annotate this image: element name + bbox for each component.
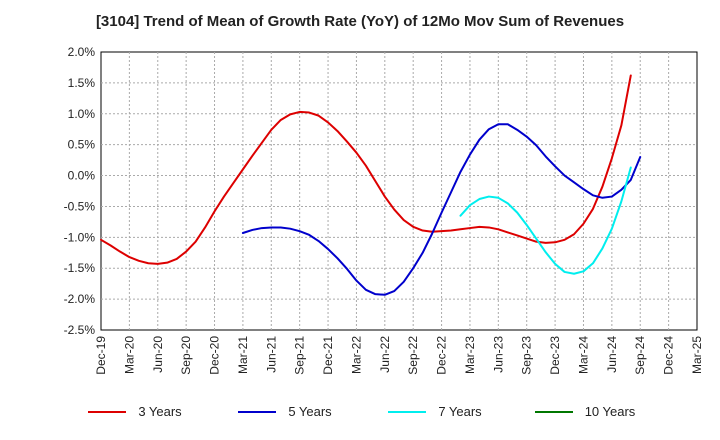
legend: 3 Years 5 Years 7 Years 10 Years bbox=[0, 404, 720, 419]
horizontal-gridlines bbox=[101, 82, 697, 300]
series-line-3-years bbox=[100, 74, 632, 265]
legend-item-3-years: 3 Years bbox=[60, 404, 210, 419]
x-tick-label: Sep-24 bbox=[633, 336, 647, 375]
legend-swatch bbox=[238, 410, 277, 413]
legend-swatch bbox=[534, 410, 573, 413]
legend-label: 5 Years bbox=[288, 404, 332, 419]
x-tick-label: Dec-21 bbox=[321, 336, 335, 375]
legend-item-10-years: 10 Years bbox=[510, 404, 660, 419]
x-tick-label: Sep-20 bbox=[179, 336, 193, 375]
y-tick-label: -2.5% bbox=[64, 323, 96, 337]
x-axis-ticks: Dec-19 Mar-20 Jun-20 Sep-20 Dec-20 Mar-21 Jun-… bbox=[94, 336, 704, 375]
series-line-7-years bbox=[459, 166, 632, 275]
y-tick-label: 1.0% bbox=[68, 107, 96, 121]
y-tick-label: 0.0% bbox=[68, 169, 96, 183]
legend-item-5-years: 5 Years bbox=[210, 404, 360, 419]
y-axis-ticks: 2.0% 1.5% 1.0% 0.5% 0.0% -0.5% -1.0% -1.5% -2.0%… bbox=[64, 45, 96, 337]
x-tick-label: Mar-20 bbox=[122, 336, 136, 374]
plot-area bbox=[100, 51, 698, 331]
x-tick-label: Sep-22 bbox=[406, 336, 420, 375]
y-tick-label: 2.0% bbox=[68, 45, 96, 59]
series-lines bbox=[100, 74, 642, 296]
series-line-5-years bbox=[241, 123, 642, 296]
x-tick-label: Jun-22 bbox=[378, 336, 392, 373]
x-tick-label: Dec-22 bbox=[435, 336, 449, 375]
x-tick-label: Sep-23 bbox=[520, 336, 534, 375]
x-tick-label: Mar-22 bbox=[349, 336, 363, 374]
y-tick-label: -1.0% bbox=[64, 230, 96, 244]
y-tick-label: -0.5% bbox=[64, 199, 96, 213]
legend-item-7-years: 7 Years bbox=[360, 404, 510, 419]
x-tick-label: Jun-24 bbox=[605, 336, 619, 373]
x-tick-label: Jun-20 bbox=[151, 336, 165, 373]
chart-title: [3104] Trend of Mean of Growth Rate (YoY… bbox=[95, 13, 625, 30]
x-tick-label: Dec-23 bbox=[548, 336, 562, 375]
x-tick-label: Mar-24 bbox=[576, 336, 590, 374]
y-tick-label: 1.5% bbox=[68, 76, 96, 90]
legend-swatch bbox=[388, 410, 427, 413]
x-tick-label: Mar-25 bbox=[690, 336, 704, 374]
x-tick-label: Dec-24 bbox=[662, 336, 676, 375]
x-tick-label: Sep-21 bbox=[293, 336, 307, 375]
legend-label: 10 Years bbox=[584, 404, 636, 419]
legend-label: 7 Years bbox=[438, 404, 482, 419]
x-tick-label: Dec-19 bbox=[94, 336, 108, 375]
x-tick-label: Mar-23 bbox=[463, 336, 477, 374]
y-tick-label: -2.0% bbox=[64, 292, 96, 306]
legend-label: 3 Years bbox=[138, 404, 182, 419]
x-tick-label: Jun-23 bbox=[491, 336, 505, 373]
y-tick-label: 0.5% bbox=[68, 138, 96, 152]
x-tick-label: Mar-21 bbox=[236, 336, 250, 374]
x-tick-label: Jun-21 bbox=[264, 336, 278, 373]
y-tick-label: -1.5% bbox=[64, 261, 96, 275]
legend-swatch bbox=[88, 410, 127, 413]
x-tick-label: Dec-20 bbox=[208, 336, 222, 375]
